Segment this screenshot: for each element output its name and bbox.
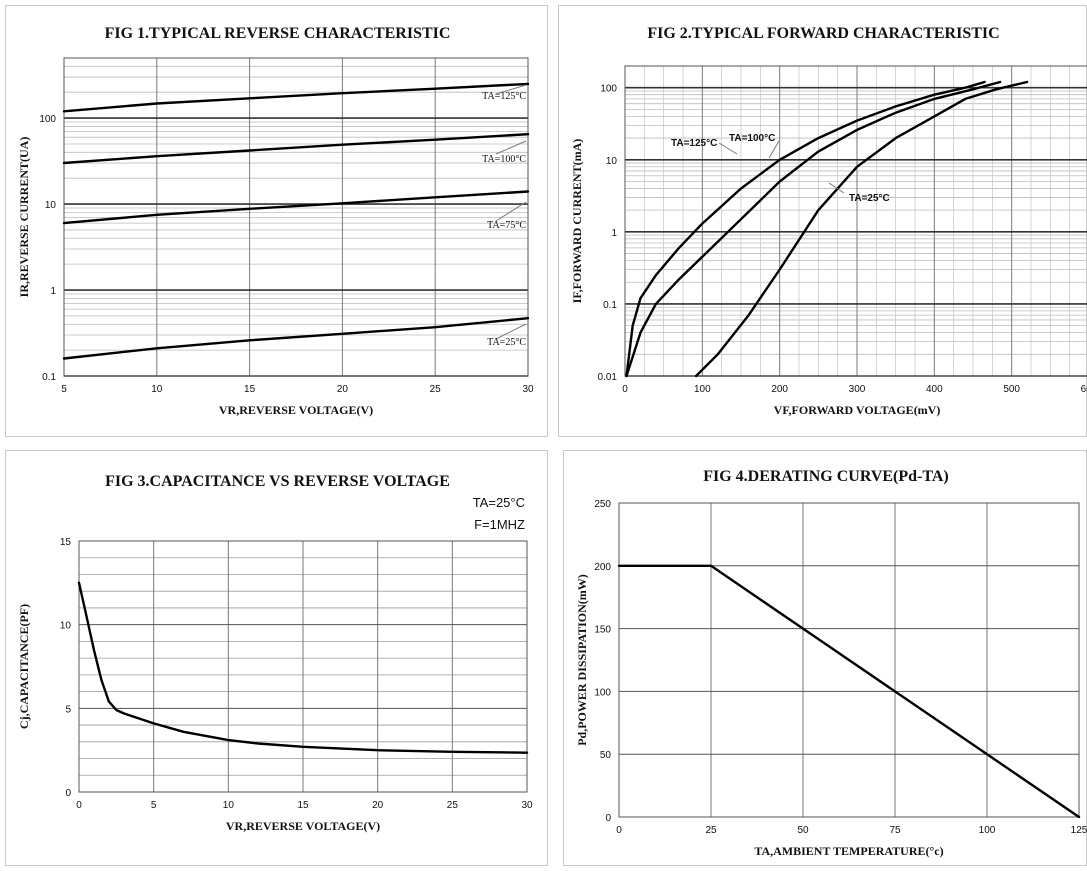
- y-tick-label: 10: [606, 156, 618, 167]
- y-axis-label: IR,REVERSE CURRENT(UA): [17, 137, 31, 298]
- x-tick-label: 25: [430, 384, 442, 395]
- x-axis-label: VR,REVERSE VOLTAGE(V): [226, 819, 380, 833]
- y-axis-label: Pd,POWER DISSIPATION(mW): [575, 574, 589, 746]
- series-line-3: [62, 190, 530, 225]
- y-tick-label: 150: [594, 625, 611, 636]
- x-tick-label: 100: [694, 384, 711, 395]
- y-tick-label: 250: [594, 499, 611, 510]
- x-tick-label: 25: [447, 800, 459, 811]
- series-label: TA=125°C: [482, 91, 526, 102]
- series-label: TA=75°C: [487, 220, 526, 231]
- y-axis-label: IF,FORWARD CURRENT(mA): [570, 139, 584, 303]
- series-label-leader: [495, 201, 527, 222]
- x-tick-label: 10: [223, 800, 235, 811]
- series-line-2: [625, 80, 1002, 378]
- x-tick-label: 10: [151, 384, 163, 395]
- chart-annotation: F=1MHZ: [474, 517, 525, 532]
- chart-title: FIG 4.DERATING CURVE(Pd-TA): [703, 468, 949, 485]
- x-tick-label: 400: [926, 384, 943, 395]
- series-line-2: [62, 132, 530, 165]
- x-tick-label: 30: [522, 384, 534, 395]
- series-line-1: [625, 80, 986, 378]
- y-tick-label: 10: [60, 621, 72, 632]
- series-line-1: [62, 82, 530, 113]
- series-label-leader: [768, 140, 780, 159]
- x-tick-label: 125: [1071, 825, 1087, 836]
- y-tick-label: 100: [39, 114, 56, 125]
- chart-title: FIG 2.TYPICAL FORWARD CHARACTERISTIC: [647, 25, 999, 42]
- x-tick-label: 15: [244, 384, 256, 395]
- series-label-leader: [718, 142, 738, 155]
- series-label-leader: [495, 140, 527, 155]
- y-tick-label: 100: [594, 687, 611, 698]
- x-axis-label: VR,REVERSE VOLTAGE(V): [219, 403, 373, 417]
- fig3-chart: FIG 3.CAPACITANCE VS REVERSE VOLTAGE TA=2…: [17, 473, 533, 833]
- series-line-4: [62, 317, 530, 360]
- y-tick-label: 15: [60, 537, 72, 548]
- series-line-1: [77, 581, 529, 754]
- series-label: TA=100°C: [729, 133, 775, 144]
- series-label-leader: [495, 323, 527, 340]
- x-tick-label: 5: [151, 800, 157, 811]
- plot-frame: [63, 57, 529, 377]
- plot-frame: [78, 540, 528, 793]
- x-tick-label: 5: [61, 384, 67, 395]
- plot-frame: [618, 502, 1080, 818]
- chart-title: FIG 3.CAPACITANCE VS REVERSE VOLTAGE: [105, 473, 450, 490]
- x-axis-label: VF,FORWARD VOLTAGE(mV): [774, 403, 941, 417]
- fig1-panel: FIG 1.TYPICAL REVERSE CHARACTERISTIC 5 10 1…: [5, 5, 548, 437]
- series-line-3: [694, 80, 1029, 378]
- plot-frame: [624, 65, 1087, 377]
- y-tick-label: 200: [594, 562, 611, 573]
- x-tick-label: 200: [771, 384, 788, 395]
- fig4-chart: FIG 4.DERATING CURVE(Pd-TA) 0 25 50 75 100 125…: [575, 468, 1087, 858]
- series-label: TA=25°C: [849, 193, 890, 204]
- x-tick-label: 75: [889, 825, 901, 836]
- x-tick-label: 25: [705, 825, 717, 836]
- chart-title: FIG 1.TYPICAL REVERSE CHARACTERISTIC: [105, 25, 451, 42]
- x-tick-label: 600: [1081, 384, 1087, 395]
- x-tick-label: 30: [521, 800, 533, 811]
- x-tick-label: 50: [797, 825, 809, 836]
- fig1-chart: FIG 1.TYPICAL REVERSE CHARACTERISTIC 5 10 1…: [17, 25, 534, 417]
- series-line-1: [617, 564, 1081, 819]
- series-label: TA=25°C: [487, 337, 526, 348]
- x-tick-label: 0: [76, 800, 82, 811]
- y-tick-label: 1: [50, 286, 56, 297]
- y-tick-label: 100: [600, 84, 617, 95]
- x-tick-label: 0: [622, 384, 628, 395]
- series-label: TA=125°C: [671, 138, 717, 149]
- series-label-leader: [495, 84, 527, 95]
- y-tick-label: 0: [605, 813, 611, 824]
- y-axis-label: Cj,CAPACITANCE(PF): [17, 604, 31, 729]
- x-tick-label: 0: [616, 825, 622, 836]
- x-tick-label: 15: [297, 800, 309, 811]
- x-tick-label: 300: [849, 384, 866, 395]
- series-label: TA=100°C: [482, 154, 526, 165]
- y-tick-label: 0.01: [598, 372, 618, 383]
- y-tick-label: 0: [65, 788, 71, 799]
- fig4-panel: FIG 4.DERATING CURVE(Pd-TA) 0 25 50 75 100 125…: [563, 450, 1087, 866]
- x-axis-label: TA,AMBIENT TEMPERATURE(°c): [754, 844, 943, 858]
- x-tick-label: 500: [1003, 384, 1020, 395]
- y-tick-label: 10: [45, 200, 57, 211]
- x-tick-label: 100: [979, 825, 996, 836]
- y-tick-label: 0.1: [42, 372, 56, 383]
- series-label-leader: [828, 182, 845, 194]
- x-tick-label: 20: [372, 800, 384, 811]
- y-tick-label: 5: [65, 704, 71, 715]
- y-tick-label: 1: [611, 228, 617, 239]
- fig2-panel: FIG 2.TYPICAL FORWARD CHARACTERISTIC 0 100…: [558, 5, 1087, 437]
- chart-annotation: TA=25°C: [473, 495, 525, 510]
- y-tick-label: 0.1: [603, 300, 617, 311]
- x-tick-label: 20: [337, 384, 349, 395]
- y-tick-label: 50: [600, 750, 612, 761]
- fig3-panel: FIG 3.CAPACITANCE VS REVERSE VOLTAGE TA=2…: [5, 450, 548, 866]
